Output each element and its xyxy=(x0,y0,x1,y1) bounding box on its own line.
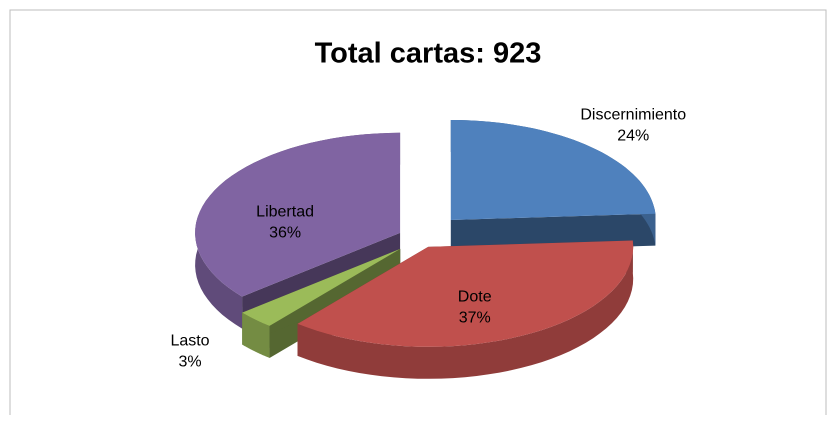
data-label-value: 24% xyxy=(617,127,649,144)
data-label-value: 36% xyxy=(269,225,301,242)
slice-side xyxy=(242,312,270,358)
slice-side xyxy=(242,248,401,345)
data-label-value: 37% xyxy=(459,310,491,327)
slice-side xyxy=(297,240,634,379)
data-label-value: 3% xyxy=(178,354,201,371)
slice xyxy=(242,248,401,326)
slice-group xyxy=(297,240,634,379)
data-label-name: Dote xyxy=(458,289,492,306)
data-label-name: Discernimiento xyxy=(580,106,686,123)
slice xyxy=(297,240,634,347)
slice-group xyxy=(450,120,656,252)
slice xyxy=(450,120,656,220)
data-label-name: Lasto xyxy=(170,333,209,350)
chart-frame xyxy=(9,9,827,415)
data-label-name: Libertad xyxy=(256,204,314,221)
slice xyxy=(195,132,401,297)
chart-title: Total cartas: 923 xyxy=(315,38,542,70)
